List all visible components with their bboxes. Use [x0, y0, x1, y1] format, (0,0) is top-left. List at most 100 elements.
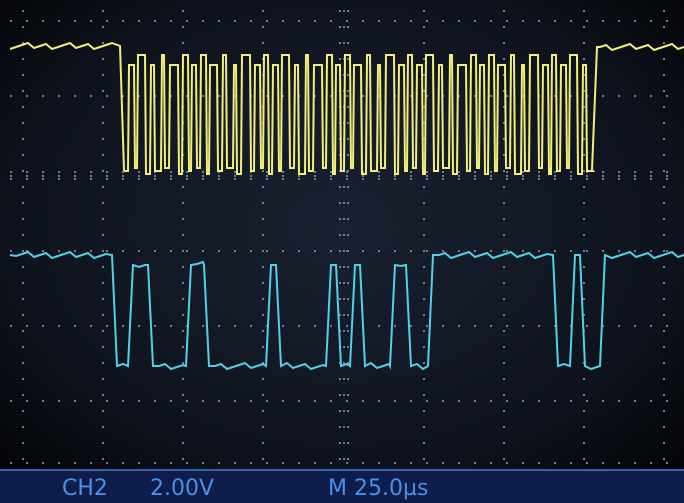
- grid-dot: [586, 250, 588, 252]
- grid-dot: [503, 186, 505, 188]
- grid-dot: [663, 346, 665, 348]
- grid-dot: [339, 282, 341, 284]
- grid-dot: [458, 250, 460, 252]
- grid-dot: [234, 171, 236, 173]
- grid-dot: [663, 410, 665, 412]
- grid-dot: [347, 42, 349, 44]
- grid-dot: [583, 442, 585, 444]
- grid-dot: [186, 462, 188, 464]
- grid-dot: [602, 178, 604, 180]
- grid-dot: [314, 171, 316, 173]
- grid-dot: [106, 462, 108, 464]
- grid-dot: [538, 171, 540, 173]
- grid-dot: [102, 154, 104, 156]
- grid-dot: [423, 314, 425, 316]
- grid-dot: [362, 95, 364, 97]
- grid-dot: [102, 42, 104, 44]
- grid-dot: [458, 325, 460, 327]
- grid-dot: [10, 250, 12, 252]
- grid-dot: [663, 266, 665, 268]
- grid-dot: [343, 394, 345, 396]
- grid-dot: [586, 462, 588, 464]
- grid-dot: [503, 58, 505, 60]
- grid-dot: [423, 458, 425, 460]
- grid-dot: [22, 282, 24, 284]
- grid-dot: [22, 410, 24, 412]
- grid-dot: [503, 458, 505, 460]
- grid-dot: [26, 20, 28, 22]
- grid-dot: [22, 26, 24, 28]
- grid-dot: [74, 250, 76, 252]
- grid-dot: [10, 400, 12, 402]
- grid-dot: [122, 171, 124, 173]
- grid-dot: [347, 442, 349, 444]
- grid-dot: [426, 462, 428, 464]
- grid-dot: [583, 298, 585, 300]
- grid-dot: [102, 282, 104, 284]
- grid-dot: [506, 20, 508, 22]
- grid-dot: [106, 95, 108, 97]
- grid-dot: [262, 10, 264, 12]
- grid-dot: [663, 122, 665, 124]
- grid-dot: [586, 178, 588, 180]
- grid-dot: [522, 20, 524, 22]
- grid-dot: [506, 178, 508, 180]
- grid-dot: [650, 400, 652, 402]
- grid-dot: [347, 186, 349, 188]
- grid-dot: [22, 42, 24, 44]
- grid-dot: [138, 325, 140, 327]
- grid-dot: [234, 462, 236, 464]
- grid-dot: [154, 178, 156, 180]
- grid-dot: [339, 426, 341, 428]
- grid-dot: [602, 400, 604, 402]
- grid-dot: [426, 171, 428, 173]
- grid-dot: [262, 298, 264, 300]
- grid-dot: [663, 250, 665, 252]
- grid-dot: [182, 314, 184, 316]
- grid-dot: [666, 171, 668, 173]
- grid-dot: [102, 458, 104, 460]
- grid-dot: [410, 400, 412, 402]
- grid-dot: [506, 175, 508, 177]
- grid-dot: [650, 325, 652, 327]
- grid-dot: [583, 170, 585, 172]
- grid-dot: [154, 400, 156, 402]
- grid-dot: [503, 282, 505, 284]
- grid-dot: [442, 400, 444, 402]
- grid-dot: [347, 170, 349, 172]
- grid-dot: [330, 178, 332, 180]
- grid-dot: [202, 171, 204, 173]
- grid-dot: [394, 20, 396, 22]
- grid-dot: [339, 234, 341, 236]
- grid-dot: [262, 330, 264, 332]
- grid-dot: [314, 462, 316, 464]
- grid-dot: [583, 282, 585, 284]
- grid-dot: [506, 462, 508, 464]
- grid-dot: [298, 20, 300, 22]
- grid-dot: [122, 400, 124, 402]
- grid-dot: [490, 171, 492, 173]
- grid-dot: [102, 346, 104, 348]
- grid-dot: [106, 250, 108, 252]
- grid-dot: [262, 170, 264, 172]
- grid-dot: [378, 325, 380, 327]
- grid-dot: [26, 175, 28, 177]
- grid-dot: [650, 171, 652, 173]
- grid-dot: [26, 250, 28, 252]
- grid-dot: [426, 400, 428, 402]
- grid-dot: [378, 175, 380, 177]
- grid-dot: [618, 462, 620, 464]
- grid-dot: [554, 462, 556, 464]
- grid-dot: [102, 330, 104, 332]
- grid-dot: [138, 400, 140, 402]
- grid-dot: [583, 106, 585, 108]
- grid-dot: [282, 400, 284, 402]
- grid-dot: [554, 95, 556, 97]
- grid-dot: [410, 325, 412, 327]
- grid-dot: [339, 186, 341, 188]
- grid-dot: [234, 178, 236, 180]
- grid-dot: [282, 250, 284, 252]
- grid-dot: [347, 458, 349, 460]
- grid-dot: [522, 462, 524, 464]
- grid-dot: [666, 95, 668, 97]
